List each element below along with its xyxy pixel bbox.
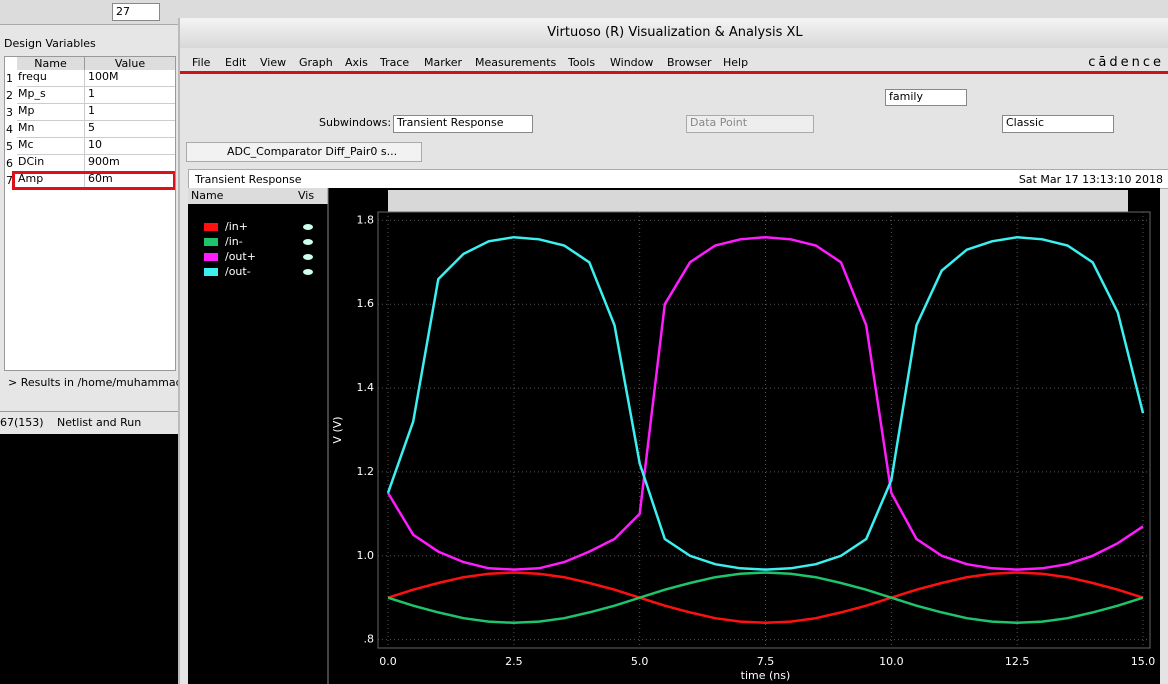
menu-item[interactable]: Edit (225, 56, 247, 69)
y-tick-label: 1.4 (357, 381, 375, 394)
x-tick-label: 5.0 (631, 655, 649, 668)
var-name[interactable]: Mn (17, 121, 85, 138)
var-name[interactable]: Mc (17, 138, 85, 155)
temperature-field[interactable]: 27 (112, 3, 160, 21)
x-tick-label: 12.5 (1005, 655, 1030, 668)
var-value[interactable]: 5 (85, 121, 175, 138)
window-title: Virtuoso (R) Visualization & Analysis XL (180, 18, 1168, 48)
y-axis-label: V (V) (331, 416, 344, 443)
y-tick-label: 1.0 (357, 549, 375, 562)
var-value[interactable]: 900m (85, 155, 175, 172)
legend-swatch (204, 253, 218, 261)
trace (386, 235, 1144, 571)
menu-item[interactable]: Window (610, 56, 654, 69)
x-tick-label: 2.5 (505, 655, 523, 668)
menu-bar: cādence File Edit View Graph Axis Trace Marker… (180, 52, 1168, 74)
x-tick-label: 10.0 (879, 655, 904, 668)
menu-item[interactable]: Tools (568, 56, 596, 69)
menu-item[interactable]: Axis (345, 56, 368, 69)
chart-title: Transient Response (195, 173, 302, 186)
y-tick-label: .8 (364, 633, 375, 646)
var-value[interactable]: 1 (85, 87, 175, 104)
menu-item[interactable]: Marker (424, 56, 463, 69)
visibility-icon[interactable] (303, 224, 313, 230)
var-value[interactable]: 1 (85, 104, 175, 121)
legend-label: /in+ (225, 220, 248, 233)
x-tick-label: 15.0 (1131, 655, 1156, 668)
status-count: 67(153) (0, 416, 44, 429)
legend-header-name: Name (191, 189, 224, 202)
trace (387, 571, 1144, 625)
y-tick-label: 1.6 (357, 297, 375, 310)
panel-title: Design Variables (4, 37, 96, 50)
var-name[interactable]: Mp (17, 104, 85, 121)
x-axis-label: time (ns) (741, 669, 791, 682)
variables-table: Name Value 1 frequ 100M 2 Mp_s 1 3 Mp 1 4 Mn 5 5 Mc 10 6 D… (4, 56, 176, 371)
subwindow-select[interactable]: Transient Response (393, 115, 533, 133)
tab[interactable]: ADC_Comparator Diff_Pair0 s... (186, 142, 422, 162)
var-value[interactable]: 10 (85, 138, 175, 155)
chart-date: Sat Mar 17 13:13:10 2018 (1018, 173, 1163, 186)
left-panel: Design Variables Name Value 1 frequ 100M 2 Mp_… (0, 25, 178, 434)
trace (386, 235, 1145, 571)
row-number: 3 (6, 106, 13, 119)
menu-item[interactable]: Graph (299, 56, 333, 69)
menu-item[interactable]: Browser (667, 56, 712, 69)
legend-label: /out+ (225, 250, 256, 263)
legend-label: /out- (225, 265, 251, 278)
row-number: 1 (6, 72, 13, 85)
var-value[interactable]: 100M (85, 70, 175, 87)
data-point-select[interactable]: Data Point (686, 115, 814, 133)
menu-item[interactable]: Help (723, 56, 749, 69)
y-tick-label: 1.2 (357, 465, 375, 478)
style-select[interactable]: Classic (1002, 115, 1114, 133)
highlight-box (12, 171, 175, 190)
status-action[interactable]: Netlist and Run (57, 416, 142, 429)
legend-label: /in- (225, 235, 243, 248)
legend-header-vis: Vis (298, 189, 314, 202)
logo: cādence (1088, 55, 1164, 70)
var-name[interactable]: Mp_s (17, 87, 85, 104)
visibility-icon[interactable] (303, 254, 313, 260)
subwindows-label: Subwindows: (319, 116, 392, 129)
family-select[interactable]: family (885, 89, 967, 106)
column-header[interactable]: Name (17, 57, 85, 70)
chart: .8 1.0 1.2 1.4 1.6 1.8 0.0 2.5 5.0 7.5 10.0 12.5 15.… (188, 188, 1160, 684)
chart-bg (188, 188, 1160, 684)
overview-strip[interactable] (388, 190, 1128, 212)
results-path: > Results in /home/muhammad (8, 376, 178, 389)
legend-header (188, 188, 328, 204)
subwindow-header: Transient Response Sat Mar 17 13:13:10 2… (188, 169, 1168, 189)
visibility-icon[interactable] (303, 269, 313, 275)
var-name[interactable]: frequ (17, 70, 85, 87)
plot-frame (377, 211, 1151, 649)
row-number: 6 (6, 157, 13, 170)
row-number: 7 (6, 174, 13, 187)
menu-item[interactable]: Measurements (475, 56, 557, 69)
row-number: 4 (6, 123, 13, 136)
legend-swatch (204, 268, 218, 276)
row-number: 2 (6, 89, 13, 102)
menu-item[interactable]: File (192, 56, 211, 69)
menu-item[interactable]: Trace (380, 56, 410, 69)
row-number: 5 (6, 140, 13, 153)
trace (387, 571, 1144, 625)
var-name[interactable]: DCin (17, 155, 85, 172)
legend-swatch (204, 238, 218, 246)
x-tick-label: 0.0 (379, 655, 397, 668)
column-header[interactable]: Value (85, 57, 175, 70)
status-bar: 67(153) Netlist and Run (0, 411, 178, 434)
y-tick-label: 1.8 (357, 213, 375, 226)
x-tick-label: 7.5 (757, 655, 775, 668)
visibility-icon[interactable] (303, 239, 313, 245)
menu-item[interactable]: View (260, 56, 287, 69)
legend-swatch (204, 223, 218, 231)
